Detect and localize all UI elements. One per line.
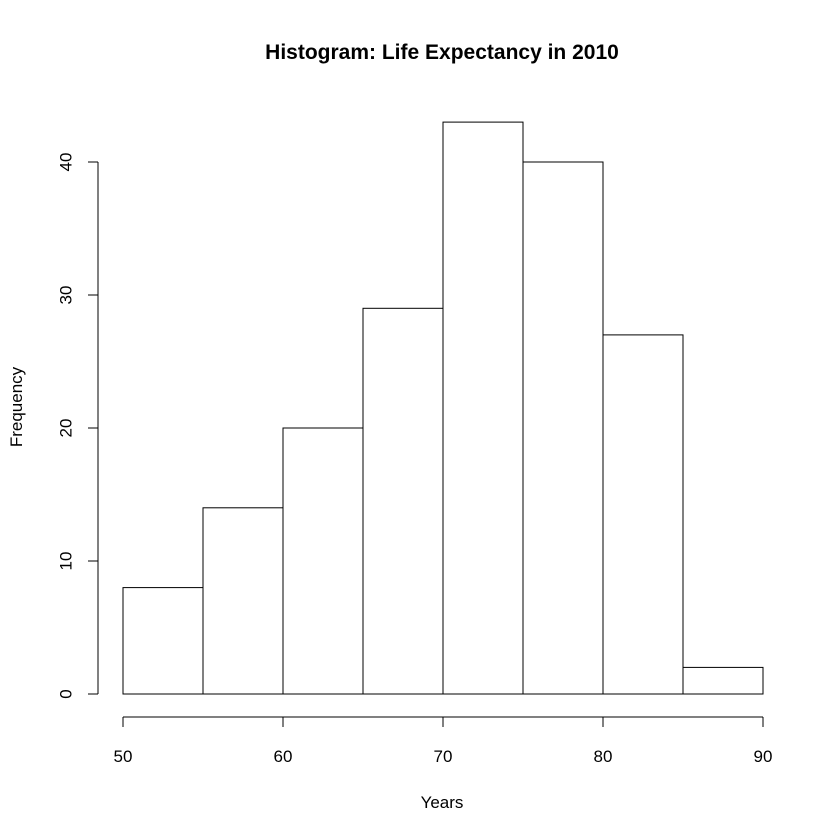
- histogram-bar-75-80: [522, 161, 604, 695]
- histogram-bar-65-70: [362, 307, 444, 695]
- histogram-bar-85-90: [682, 666, 764, 695]
- x-tick-label-50: 50: [114, 747, 133, 766]
- x-axis-label: Years: [421, 793, 464, 812]
- x-tick-label-60: 60: [274, 747, 293, 766]
- histogram-bar-50-55: [122, 587, 204, 695]
- y-tick-label-0: 0: [56, 689, 75, 698]
- y-tick-label-30: 30: [56, 286, 75, 305]
- histogram-bar-55-60: [202, 507, 284, 695]
- histogram-bar-80-85: [602, 334, 684, 695]
- x-tick-label-70: 70: [434, 747, 453, 766]
- histogram-bar-60-65: [282, 427, 364, 695]
- y-tick-label-10: 10: [56, 552, 75, 571]
- y-axis: 0 10 20 30 40: [56, 153, 99, 699]
- y-tick-label-20: 20: [56, 419, 75, 438]
- chart-title: Histogram: Life Expectancy in 2010: [265, 41, 619, 64]
- y-tick-label-40: 40: [56, 153, 75, 172]
- bars-layer: [122, 121, 764, 695]
- x-axis: 50 60 70 80 90: [114, 716, 773, 766]
- histogram-bar-70-75: [442, 121, 524, 695]
- x-tick-label-80: 80: [594, 747, 613, 766]
- x-tick-label-90: 90: [754, 747, 773, 766]
- y-axis-label: Frequency: [7, 366, 26, 447]
